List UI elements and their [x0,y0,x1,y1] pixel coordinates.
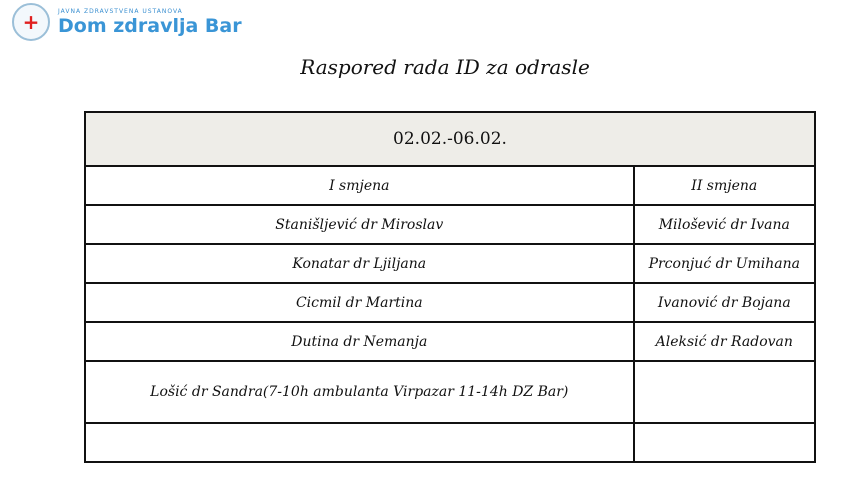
table-cell [84,422,635,463]
table-cell: Stanišljević dr Miroslav [84,204,635,245]
table-row: Konatar dr Ljiljana Prconjuć dr Umihana [84,243,817,284]
logo-subtitle: JAVNA ZDRAVSTVENA USTANOVA [58,7,183,15]
table-row [84,422,817,463]
table-cell [632,360,817,424]
medical-cross-icon: + [12,3,50,41]
table-cell: Aleksić dr Radovan [632,321,817,362]
column-header: II smjena [632,165,817,206]
table-cell: Konatar dr Ljiljana [84,243,635,284]
table-cell: Milošević dr Ivana [632,204,817,245]
table-cell: Prconjuć dr Umihana [632,243,817,284]
period-header: 02.02.-06.02. [84,111,816,167]
logo-name: Dom zdravlja Bar [58,14,242,37]
table-cell: Ivanović dr Bojana [632,282,817,323]
column-header: I smjena [84,165,635,206]
table-row: Stanišljević dr Miroslav Milošević dr Iva… [84,204,817,245]
schedule-table: 02.02.-06.02. I smjena II smjena Stanišlj… [84,111,817,463]
table-cell [632,422,817,463]
table-row: Cicmil dr Martina Ivanović dr Bojana [84,282,817,323]
table-row: Lošić dr Sandra(7-10h ambulanta Virpazar… [84,360,817,424]
table-cell: Lošić dr Sandra(7-10h ambulanta Virpazar… [84,360,635,424]
logo[interactable]: + JAVNA ZDRAVSTVENA USTANOVA Dom zdravlj… [12,3,242,41]
table-cell: Cicmil dr Martina [84,282,635,323]
table-row: Dutina dr Nemanja Aleksić dr Radovan [84,321,817,362]
page-title: Raspored rada ID za odrasle [300,55,590,79]
table-cell: Dutina dr Nemanja [84,321,635,362]
